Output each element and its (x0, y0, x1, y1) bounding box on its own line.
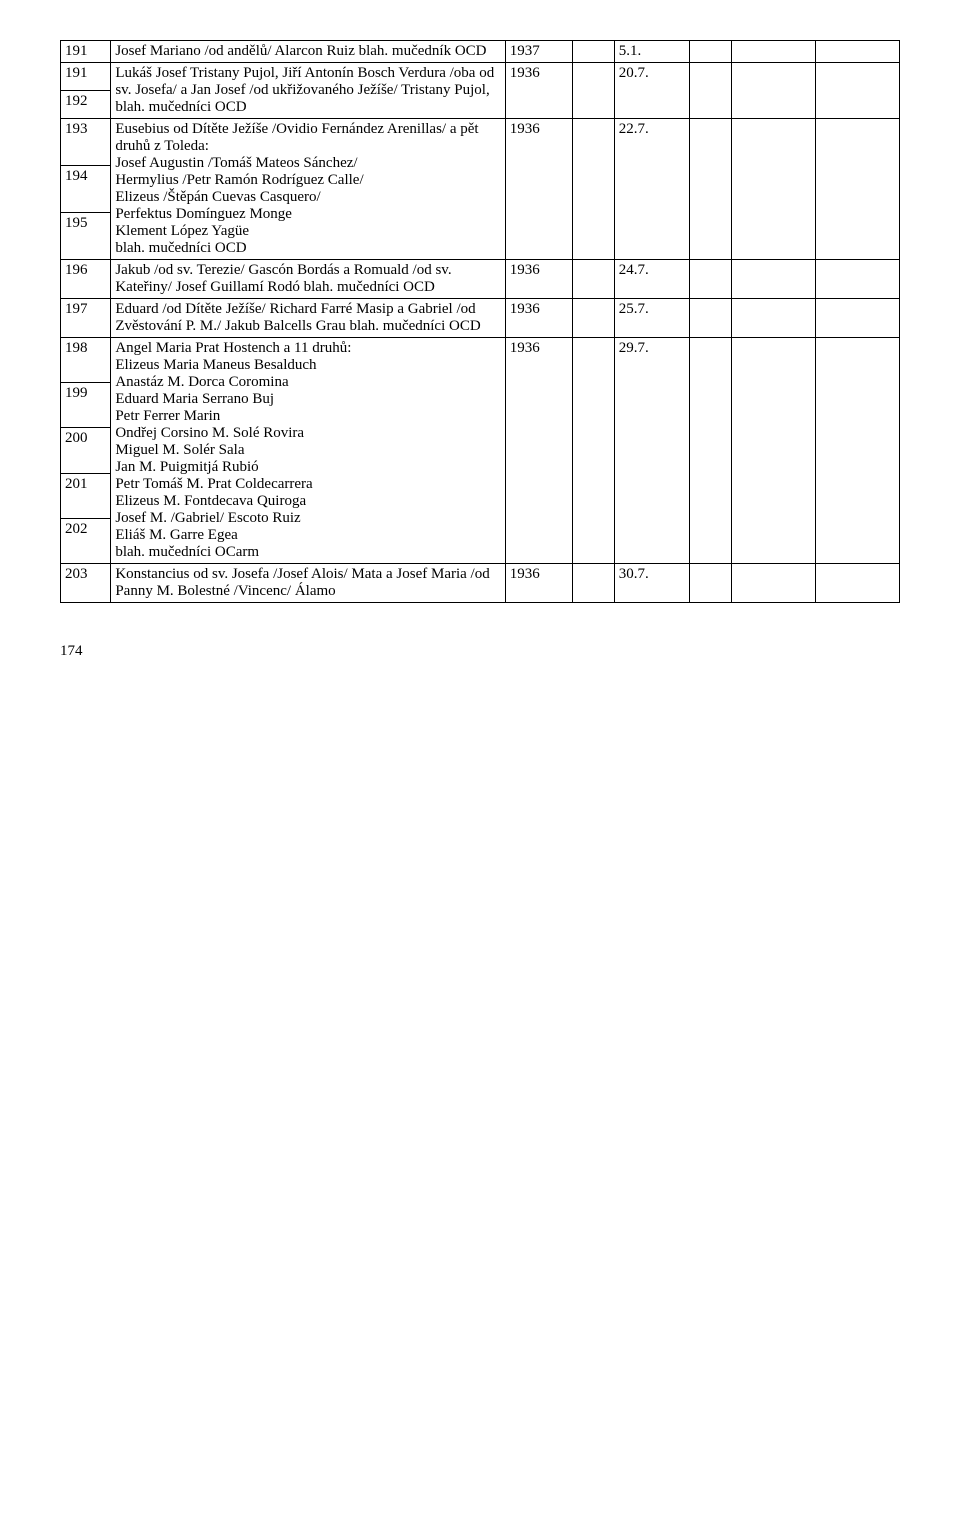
blank-cell (732, 119, 816, 260)
row-date: 25.7. (614, 299, 690, 338)
row-date: 20.7. (614, 63, 690, 119)
table-row: 197Eduard /od Dítěte Ježíše/ Richard Far… (61, 299, 900, 338)
row-year: 1936 (505, 299, 572, 338)
row-id: 191 (61, 63, 111, 91)
row-id: 192 (61, 91, 111, 119)
blank-cell (572, 299, 614, 338)
row-id: 195 (61, 213, 111, 260)
row-id: 196 (61, 260, 111, 299)
blank-cell (690, 119, 732, 260)
row-id: 200 (61, 428, 111, 473)
blank-cell (572, 338, 614, 564)
row-id: 191 (61, 41, 111, 63)
blank-cell (690, 260, 732, 299)
blank-cell (732, 41, 816, 63)
table-row: 196Jakub /od sv. Terezie/ Gascón Bordás … (61, 260, 900, 299)
row-description: Eusebius od Dítěte Ježíše /Ovidio Fernán… (111, 119, 505, 260)
row-date: 5.1. (614, 41, 690, 63)
blank-cell (572, 119, 614, 260)
blank-cell (572, 63, 614, 119)
table-row: 198Angel Maria Prat Hostench a 11 druhů:… (61, 338, 900, 383)
row-id: 193 (61, 119, 111, 166)
row-date: 30.7. (614, 564, 690, 603)
row-year: 1936 (505, 338, 572, 564)
blank-cell (690, 564, 732, 603)
blank-cell (816, 119, 900, 260)
saints-table: 191Josef Mariano /od andělů/ Alarcon Rui… (60, 40, 900, 603)
row-id: 202 (61, 518, 111, 563)
row-description: Angel Maria Prat Hostench a 11 druhů: El… (111, 338, 505, 564)
blank-cell (690, 63, 732, 119)
blank-cell (572, 260, 614, 299)
row-year: 1936 (505, 63, 572, 119)
table-row: 203Konstancius od sv. Josefa /Josef Aloi… (61, 564, 900, 603)
blank-cell (690, 338, 732, 564)
blank-cell (732, 63, 816, 119)
blank-cell (816, 338, 900, 564)
blank-cell (816, 564, 900, 603)
row-id: 199 (61, 383, 111, 428)
blank-cell (732, 260, 816, 299)
row-description: Konstancius od sv. Josefa /Josef Alois/ … (111, 564, 505, 603)
blank-cell (732, 338, 816, 564)
blank-cell (572, 41, 614, 63)
blank-cell (690, 41, 732, 63)
row-description: Jakub /od sv. Terezie/ Gascón Bordás a R… (111, 260, 505, 299)
page-number: 174 (60, 643, 900, 660)
row-description: Josef Mariano /od andělů/ Alarcon Ruiz b… (111, 41, 505, 63)
blank-cell (816, 260, 900, 299)
table-row: 191Josef Mariano /od andělů/ Alarcon Rui… (61, 41, 900, 63)
row-date: 22.7. (614, 119, 690, 260)
row-id: 197 (61, 299, 111, 338)
row-date: 24.7. (614, 260, 690, 299)
row-year: 1936 (505, 260, 572, 299)
blank-cell (732, 564, 816, 603)
table-row: 193Eusebius od Dítěte Ježíše /Ovidio Fer… (61, 119, 900, 166)
blank-cell (690, 299, 732, 338)
row-description: Lukáš Josef Tristany Pujol, Jiří Antonín… (111, 63, 505, 119)
row-date: 29.7. (614, 338, 690, 564)
row-id: 198 (61, 338, 111, 383)
blank-cell (816, 63, 900, 119)
blank-cell (816, 41, 900, 63)
blank-cell (572, 564, 614, 603)
row-id: 203 (61, 564, 111, 603)
row-year: 1937 (505, 41, 572, 63)
blank-cell (816, 299, 900, 338)
blank-cell (732, 299, 816, 338)
row-id: 201 (61, 473, 111, 518)
row-description: Eduard /od Dítěte Ježíše/ Richard Farré … (111, 299, 505, 338)
row-year: 1936 (505, 564, 572, 603)
row-year: 1936 (505, 119, 572, 260)
table-row: 191Lukáš Josef Tristany Pujol, Jiří Anto… (61, 63, 900, 91)
row-id: 194 (61, 166, 111, 213)
